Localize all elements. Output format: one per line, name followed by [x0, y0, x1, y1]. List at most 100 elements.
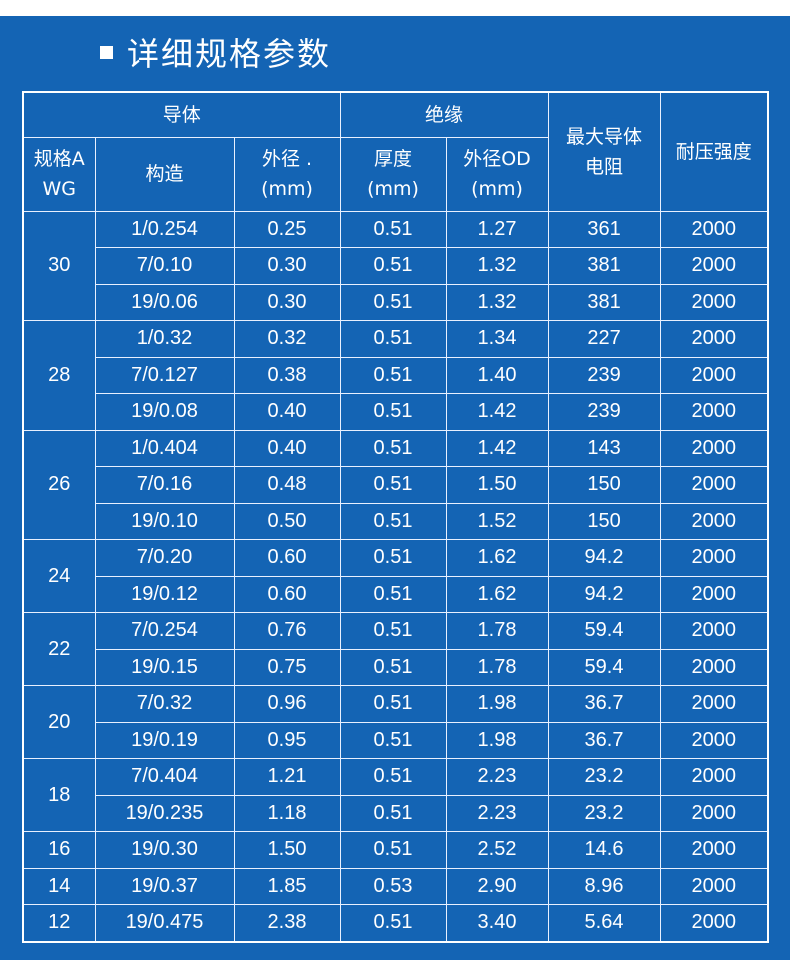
- outer-od-cell: 3.40: [445, 904, 549, 942]
- header-thickness-text: 厚度(mm): [367, 148, 419, 200]
- outer-od-cell: 1.32: [445, 283, 549, 321]
- od-cell: 0.30: [233, 283, 341, 321]
- construction-cell: 7/0.254: [94, 612, 235, 650]
- header-insulation: 绝缘: [339, 91, 549, 138]
- construction-cell: 1/0.254: [94, 210, 235, 248]
- thickness-cell: 0.51: [339, 612, 447, 650]
- outer-od-cell: 2.90: [445, 867, 549, 905]
- header-outer-od-text: 外径OD(mm): [463, 148, 531, 200]
- thickness-cell: 0.51: [339, 466, 447, 504]
- od-cell: 0.96: [233, 685, 341, 723]
- construction-cell: 7/0.32: [94, 685, 235, 723]
- construction-cell: 19/0.19: [94, 721, 235, 759]
- table-row: 19/0.235 1.18 0.51 2.23 23.2 2000: [23, 794, 769, 832]
- max-resistance-cell: 239: [547, 356, 661, 394]
- table-row: 19/0.06 0.30 0.51 1.32 381 2000: [23, 283, 769, 321]
- thickness-cell: 0.51: [339, 758, 447, 796]
- construction-cell: 7/0.10: [94, 247, 235, 285]
- voltage-cell: 2000: [659, 685, 769, 723]
- header-od-text: 外径 .(mm): [261, 148, 313, 200]
- od-cell: 0.40: [233, 429, 341, 467]
- od-cell: 0.48: [233, 466, 341, 504]
- od-cell: 0.30: [233, 247, 341, 285]
- voltage-cell: 2000: [659, 283, 769, 321]
- od-cell: 0.38: [233, 356, 341, 394]
- table-row: 24 7/0.20 0.60 0.51 1.62 94.2 2000: [22, 539, 769, 613]
- max-resistance-cell: 36.7: [547, 685, 661, 723]
- square-bullet-icon: [100, 45, 113, 59]
- header-outer-od: 外径OD(mm): [445, 136, 549, 212]
- voltage-cell: 2000: [659, 721, 769, 759]
- max-resistance-cell: 150: [547, 502, 661, 540]
- od-cell: 0.75: [233, 648, 341, 686]
- outer-od-cell: 2.23: [445, 794, 549, 832]
- construction-cell: 7/0.20: [94, 539, 235, 577]
- od-cell: 0.25: [233, 210, 341, 248]
- outer-od-cell: 1.42: [445, 429, 549, 467]
- table-row: 18 7/0.404 1.21 0.51 2.23 23.2 2000: [22, 758, 769, 832]
- thickness-cell: 0.51: [339, 539, 447, 577]
- outer-od-cell: 1.40: [445, 356, 549, 394]
- table-row: 19/0.12 0.60 0.51 1.62 94.2 2000: [23, 575, 769, 613]
- max-resistance-cell: 381: [547, 283, 661, 321]
- max-resistance-cell: 361: [547, 210, 661, 248]
- od-cell: 1.21: [233, 758, 341, 796]
- thickness-cell: 0.51: [339, 648, 447, 686]
- od-cell: 0.76: [233, 612, 341, 650]
- awg-cell: 24: [22, 539, 96, 613]
- max-resistance-cell: 14.6: [547, 831, 661, 869]
- voltage-cell: 2000: [659, 247, 769, 285]
- table-row: 19/0.08 0.40 0.51 1.42 239 2000: [23, 393, 769, 431]
- thickness-cell: 0.51: [339, 794, 447, 832]
- od-cell: 1.85: [233, 867, 341, 905]
- od-cell: 1.18: [233, 794, 341, 832]
- od-cell: 2.38: [233, 904, 341, 942]
- max-resistance-cell: 94.2: [547, 539, 661, 577]
- table-row: 12 19/0.475 2.38 0.51 3.40 5.64 2000: [22, 904, 769, 942]
- header-construction: 构造: [94, 136, 235, 212]
- spec-table-body: 30 1/0.254 0.25 0.51 1.27 361 2000 7/0.10 0.30 0.…: [22, 210, 769, 942]
- header-awg-text: 规格AWG: [33, 148, 85, 200]
- max-resistance-cell: 150: [547, 466, 661, 504]
- header-awg: 规格AWG: [22, 136, 96, 212]
- outer-od-cell: 1.98: [445, 685, 549, 723]
- thickness-cell: 0.51: [339, 685, 447, 723]
- awg-cell: 18: [22, 758, 96, 832]
- od-cell: 0.40: [233, 393, 341, 431]
- max-resistance-cell: 381: [547, 247, 661, 285]
- thickness-cell: 0.51: [339, 502, 447, 540]
- spec-table: 导体 绝缘 最大导体电阻 耐压强度 规格AWG 构造 外径 .(mm) 厚度(m…: [22, 91, 770, 943]
- max-resistance-cell: 8.96: [547, 867, 661, 905]
- outer-od-cell: 1.62: [445, 575, 549, 613]
- thickness-cell: 0.51: [339, 247, 447, 285]
- max-resistance-cell: 143: [547, 429, 661, 467]
- max-resistance-cell: 59.4: [547, 648, 661, 686]
- outer-od-cell: 1.32: [445, 247, 549, 285]
- header-thickness: 厚度(mm): [339, 136, 447, 212]
- table-row: 7/0.10 0.30 0.51 1.32 381 2000: [23, 247, 769, 285]
- awg-cell: 30: [22, 210, 96, 321]
- voltage-cell: 2000: [659, 210, 769, 248]
- outer-od-cell: 1.98: [445, 721, 549, 759]
- spec-table-header: 导体 绝缘 最大导体电阻 耐压强度 规格AWG 构造 外径 .(mm) 厚度(m…: [22, 91, 769, 212]
- od-cell: 0.32: [233, 320, 341, 358]
- table-row: 20 7/0.32 0.96 0.51 1.98 36.7 2000: [22, 685, 769, 759]
- voltage-cell: 2000: [659, 904, 769, 942]
- voltage-cell: 2000: [659, 612, 769, 650]
- outer-od-cell: 1.78: [445, 648, 549, 686]
- thickness-cell: 0.51: [339, 575, 447, 613]
- od-cell: 0.60: [233, 575, 341, 613]
- outer-od-cell: 1.50: [445, 466, 549, 504]
- thickness-cell: 0.51: [339, 320, 447, 358]
- construction-cell: 19/0.06: [94, 283, 235, 321]
- construction-cell: 19/0.235: [94, 794, 235, 832]
- construction-cell: 19/0.08: [94, 393, 235, 431]
- thickness-cell: 0.51: [339, 429, 447, 467]
- outer-od-cell: 1.34: [445, 320, 549, 358]
- voltage-cell: 2000: [659, 502, 769, 540]
- construction-cell: 7/0.404: [94, 758, 235, 796]
- header-max-resistance-text: 最大导体电阻: [566, 125, 643, 178]
- voltage-cell: 2000: [659, 393, 769, 431]
- outer-od-cell: 1.62: [445, 539, 549, 577]
- table-row: 7/0.16 0.48 0.51 1.50 150 2000: [23, 466, 769, 504]
